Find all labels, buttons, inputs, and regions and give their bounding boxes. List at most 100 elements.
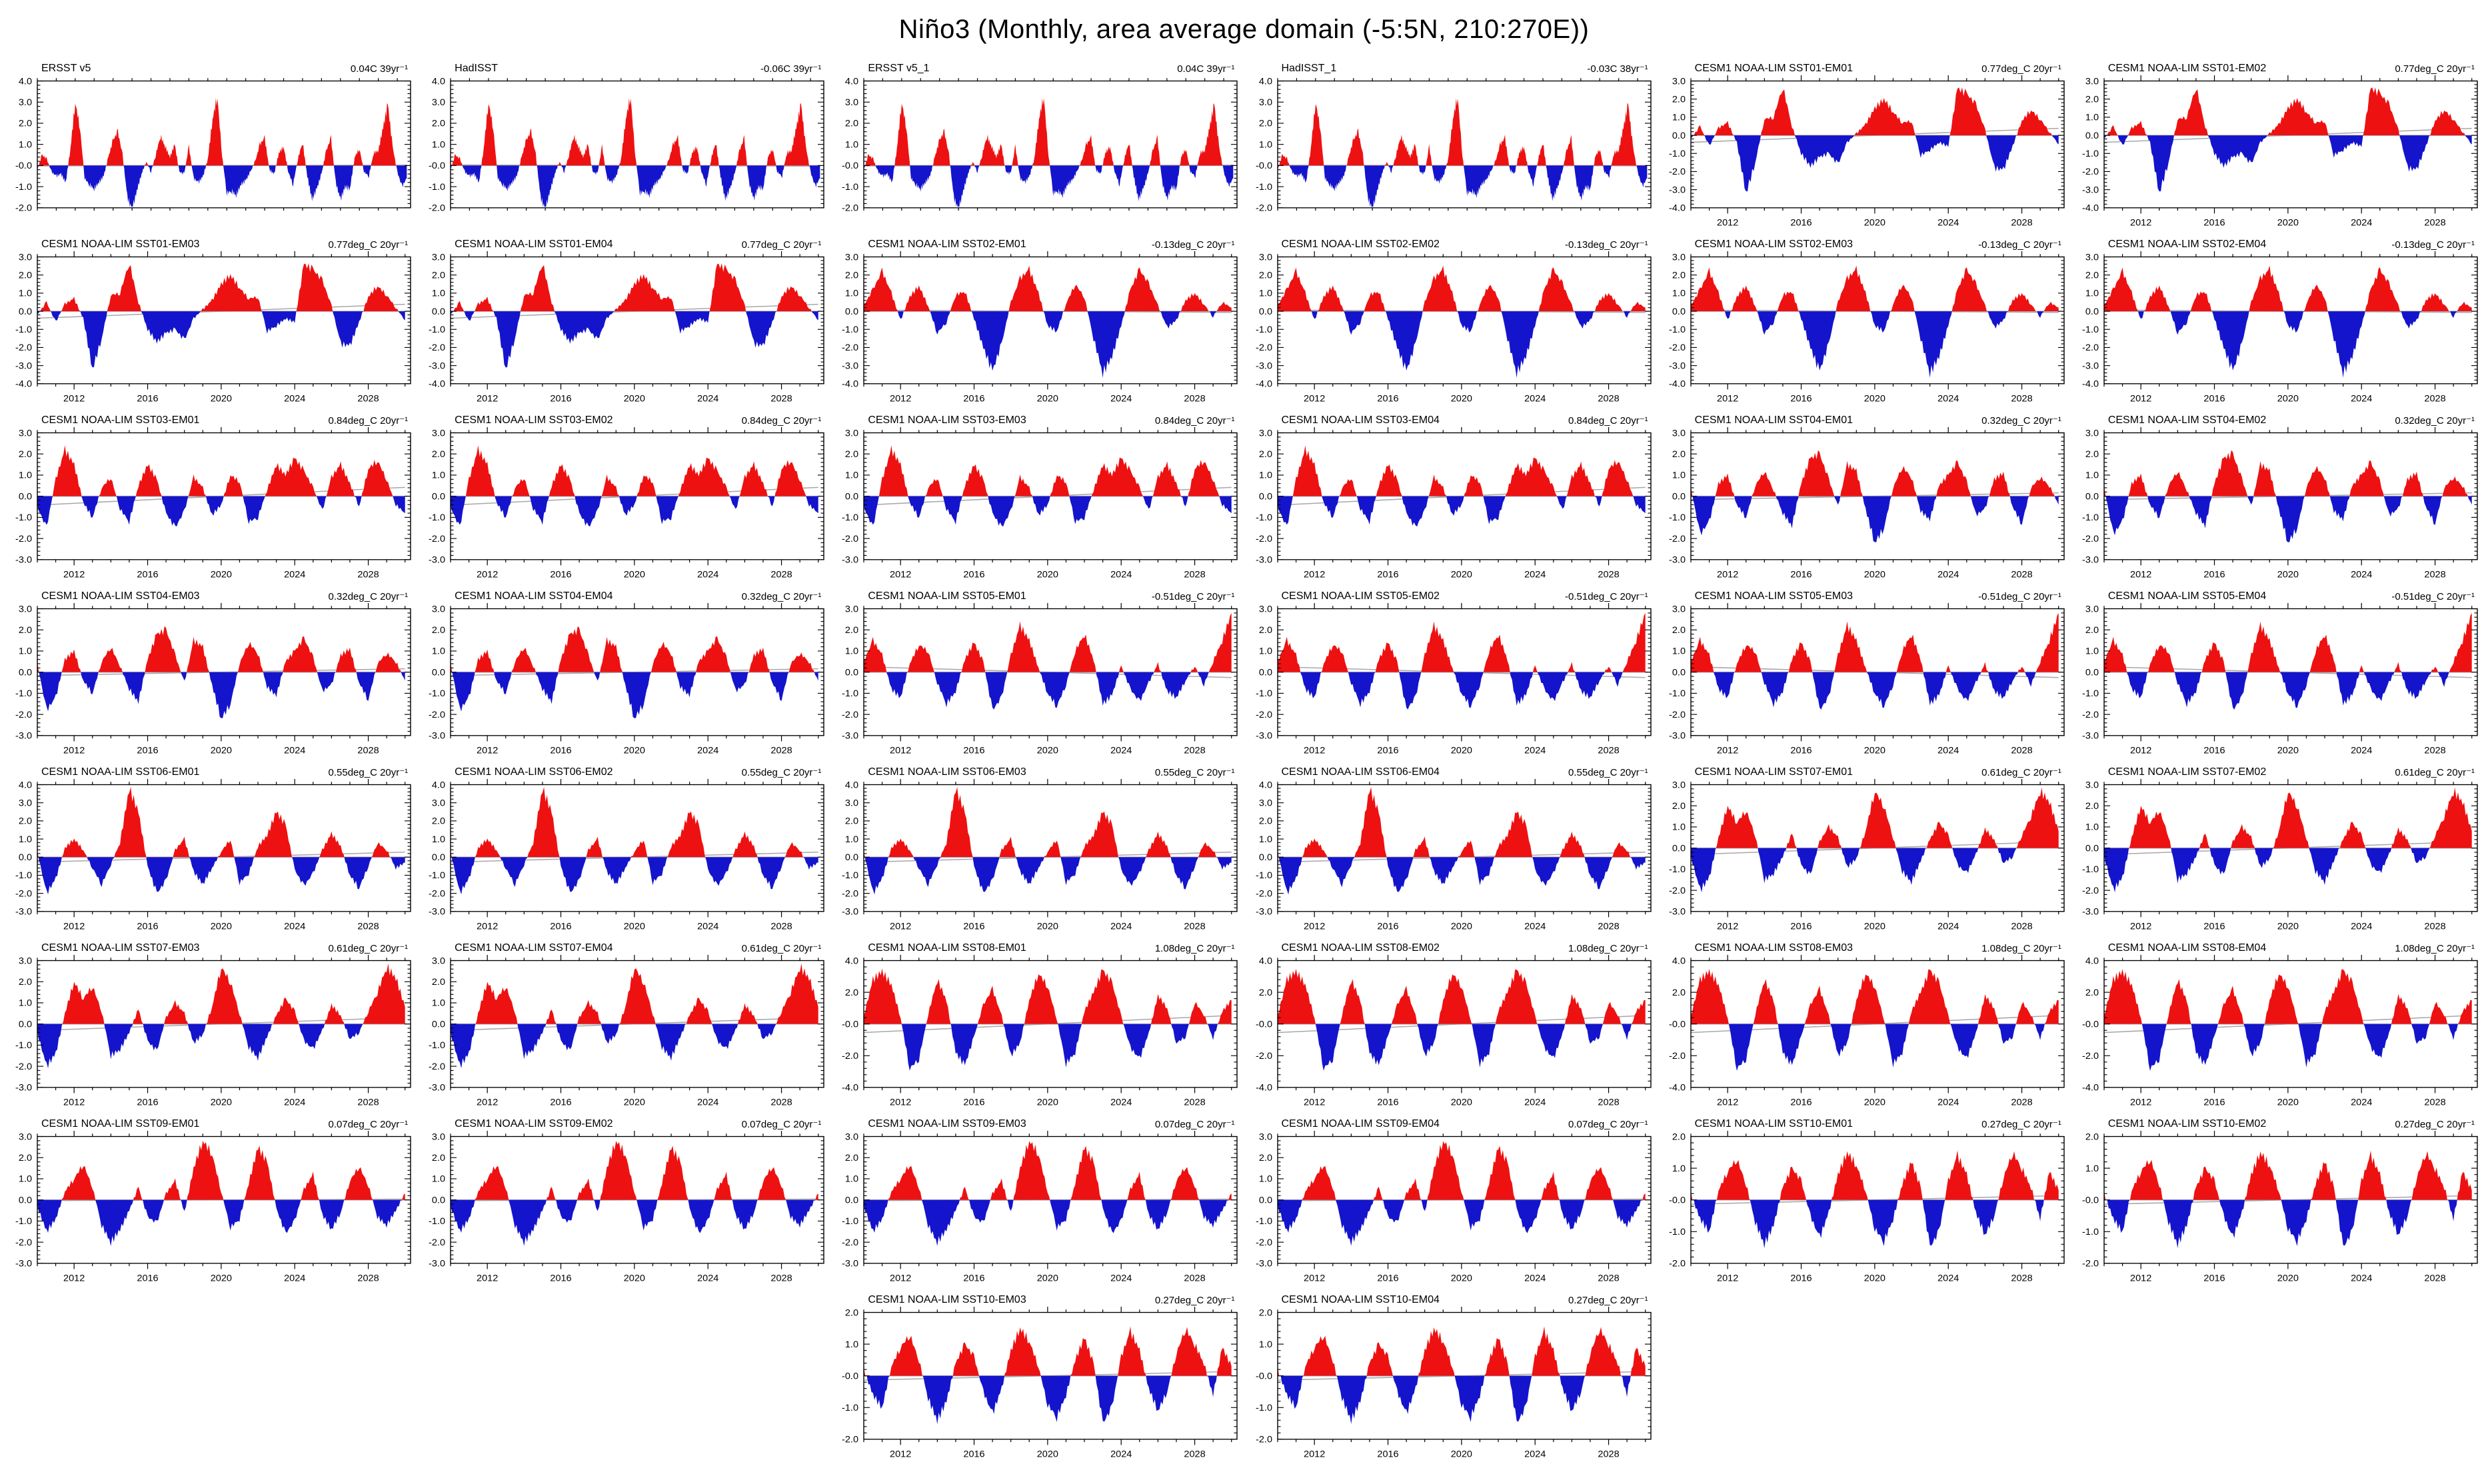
svg-text:2.0: 2.0 (845, 448, 858, 459)
svg-text:3.0: 3.0 (432, 956, 445, 966)
svg-text:-2.0: -2.0 (2082, 1050, 2099, 1061)
svg-text:2016: 2016 (137, 393, 158, 404)
svg-text:2016: 2016 (964, 393, 985, 404)
svg-text:-1.0: -1.0 (429, 1215, 445, 1226)
svg-text:2024: 2024 (697, 393, 718, 404)
svg-text:4.0: 4.0 (432, 76, 445, 87)
chart-header: CESM1 NOAA-LIM SST04-EM03 0.32deg_C 20yr… (4, 586, 417, 602)
svg-text:-1.0: -1.0 (15, 688, 32, 698)
svg-text:2028: 2028 (2011, 393, 2032, 404)
svg-text:2.0: 2.0 (432, 976, 445, 987)
chart-panel: ERSST v5_1 0.04C 39yr⁻¹ -2.0 -1.0 -0.0 1.0 2… (830, 57, 1244, 233)
chart-plot-svg: -3.0 -2.0 -1.0 0.0 1.0 2.0 3.0 2012 2016 2020 2024… (1256, 602, 1652, 756)
chart-trend-label: 1.08deg_C 20yr⁻¹ (1154, 943, 1235, 954)
svg-text:3.0: 3.0 (1672, 252, 1686, 263)
svg-text:2024: 2024 (284, 1097, 305, 1108)
svg-text:2028: 2028 (1598, 393, 1619, 404)
svg-text:-1.0: -1.0 (429, 870, 445, 881)
svg-text:3.0: 3.0 (2085, 428, 2099, 438)
chart-plot-svg: -3.0 -2.0 -1.0 0.0 1.0 2.0 3.0 2012 2016 2020 2024… (2082, 778, 2478, 931)
svg-text:-2.0: -2.0 (1669, 343, 1686, 353)
svg-text:1.0: 1.0 (2085, 112, 2099, 123)
svg-text:3.0: 3.0 (845, 798, 858, 808)
svg-text:2024: 2024 (1937, 921, 1959, 932)
svg-text:-2.0: -2.0 (1256, 888, 1272, 899)
svg-text:-3.0: -3.0 (2082, 361, 2099, 371)
svg-text:-2.0: -2.0 (429, 1237, 445, 1247)
chart-title-label: CESM1 NOAA-LIM SST04-EM02 (2107, 414, 2267, 426)
svg-text:2012: 2012 (1717, 217, 1738, 228)
svg-text:-1.0: -1.0 (842, 870, 858, 881)
chart-panel: CESM1 NOAA-LIM SST10-EM03 0.27deg_C 20yr… (830, 1289, 1244, 1465)
chart-title-label: CESM1 NOAA-LIM SST04-EM01 (1694, 414, 1854, 426)
chart-panel: CESM1 NOAA-LIM SST09-EM02 0.07deg_C 20yr… (417, 1113, 830, 1289)
svg-text:-3.0: -3.0 (842, 730, 858, 741)
svg-text:2024: 2024 (2351, 1097, 2372, 1108)
svg-text:-1.0: -1.0 (1256, 1215, 1272, 1226)
svg-text:1.0: 1.0 (1258, 646, 1272, 656)
svg-text:-3.0: -3.0 (15, 730, 32, 741)
chart-trend-label: -0.03C 38yr⁻¹ (1587, 63, 1648, 75)
svg-text:-2.0: -2.0 (2082, 343, 2099, 353)
chart-plot-svg: -3.0 -2.0 -1.0 0.0 1.0 2.0 3.0 2012 2016 2020 2024… (2082, 426, 2478, 579)
svg-text:2020: 2020 (1450, 393, 1472, 404)
svg-text:-2.0: -2.0 (2082, 533, 2099, 544)
svg-text:2016: 2016 (964, 569, 985, 580)
svg-text:1.0: 1.0 (19, 139, 32, 150)
svg-text:4.0: 4.0 (845, 76, 858, 87)
svg-text:2024: 2024 (1110, 921, 1132, 932)
chart-plot-svg: -3.0 -2.0 -1.0 0.0 1.0 2.0 3.0 2012 2016 2020 2024… (429, 426, 824, 579)
chart-panel: CESM1 NOAA-LIM SST07-EM04 0.61deg_C 20yr… (417, 937, 830, 1113)
svg-text:3.0: 3.0 (2085, 604, 2099, 614)
svg-text:2.0: 2.0 (19, 976, 32, 987)
svg-text:2024: 2024 (1110, 1097, 1132, 1108)
svg-text:2016: 2016 (551, 745, 572, 756)
chart-trend-label: 0.32deg_C 20yr⁻¹ (741, 591, 822, 602)
svg-text:1.0: 1.0 (19, 646, 32, 656)
svg-text:3.0: 3.0 (19, 1131, 32, 1142)
chart-title-label: CESM1 NOAA-LIM SST10-EM03 (868, 1294, 1026, 1305)
chart-trend-label: 0.32deg_C 20yr⁻¹ (1981, 415, 2061, 426)
chart-panel: CESM1 NOAA-LIM SST02-EM02 -0.13deg_C 20y… (1244, 233, 1658, 409)
svg-text:-2.0: -2.0 (842, 709, 858, 720)
svg-text:1.0: 1.0 (19, 288, 32, 299)
svg-text:-1.0: -1.0 (2082, 148, 2099, 159)
svg-text:3.0: 3.0 (432, 252, 445, 263)
svg-text:-3.0: -3.0 (1256, 554, 1272, 565)
chart-title-label: ERSST v5_1 (868, 63, 930, 74)
svg-text:1.0: 1.0 (2085, 822, 2099, 832)
chart-title-label: CESM1 NOAA-LIM SST03-EM04 (1281, 414, 1440, 426)
svg-text:2028: 2028 (2424, 217, 2445, 228)
chart-panel: CESM1 NOAA-LIM SST10-EM01 0.27deg_C 20yr… (1658, 1113, 2071, 1289)
svg-text:2028: 2028 (2424, 393, 2445, 404)
chart-header: CESM1 NOAA-LIM SST01-EM04 0.77deg_C 20yr… (417, 235, 830, 251)
svg-text:2016: 2016 (551, 1273, 572, 1283)
svg-text:2.0: 2.0 (2085, 987, 2099, 998)
svg-text:4.0: 4.0 (845, 780, 858, 790)
chart-header: CESM1 NOAA-LIM SST01-EM02 0.77deg_C 20yr… (2071, 59, 2484, 75)
chart-title-label: CESM1 NOAA-LIM SST03-EM01 (41, 414, 200, 426)
svg-text:2020: 2020 (2277, 217, 2299, 228)
svg-text:2016: 2016 (1790, 393, 1812, 404)
svg-text:0.0: 0.0 (432, 1019, 445, 1030)
svg-text:2024: 2024 (1524, 921, 1546, 932)
svg-text:1.0: 1.0 (845, 470, 858, 480)
svg-text:-3.0: -3.0 (15, 554, 32, 565)
svg-text:-0.0: -0.0 (1669, 1019, 1686, 1030)
chart-trend-label: -0.51deg_C 20yr⁻¹ (1151, 591, 1235, 602)
svg-text:1.0: 1.0 (1258, 139, 1272, 150)
chart-panel: CESM1 NOAA-LIM SST10-EM04 0.27deg_C 20yr… (1244, 1289, 1658, 1465)
chart-title-label: CESM1 NOAA-LIM SST06-EM02 (455, 766, 613, 778)
chart-panel: CESM1 NOAA-LIM SST10-EM02 0.27deg_C 20yr… (2071, 1113, 2484, 1289)
svg-text:-3.0: -3.0 (1256, 730, 1272, 741)
svg-text:2020: 2020 (1037, 1097, 1058, 1108)
svg-text:2012: 2012 (1304, 745, 1325, 756)
chart-header: ERSST v5_1 0.04C 39yr⁻¹ (830, 59, 1244, 75)
svg-text:2016: 2016 (551, 393, 572, 404)
svg-text:2028: 2028 (771, 393, 792, 404)
svg-text:2024: 2024 (284, 393, 305, 404)
chart-title-label: HadISST_1 (1281, 63, 1337, 74)
svg-text:-2.0: -2.0 (1669, 709, 1686, 720)
svg-text:2016: 2016 (1790, 569, 1812, 580)
